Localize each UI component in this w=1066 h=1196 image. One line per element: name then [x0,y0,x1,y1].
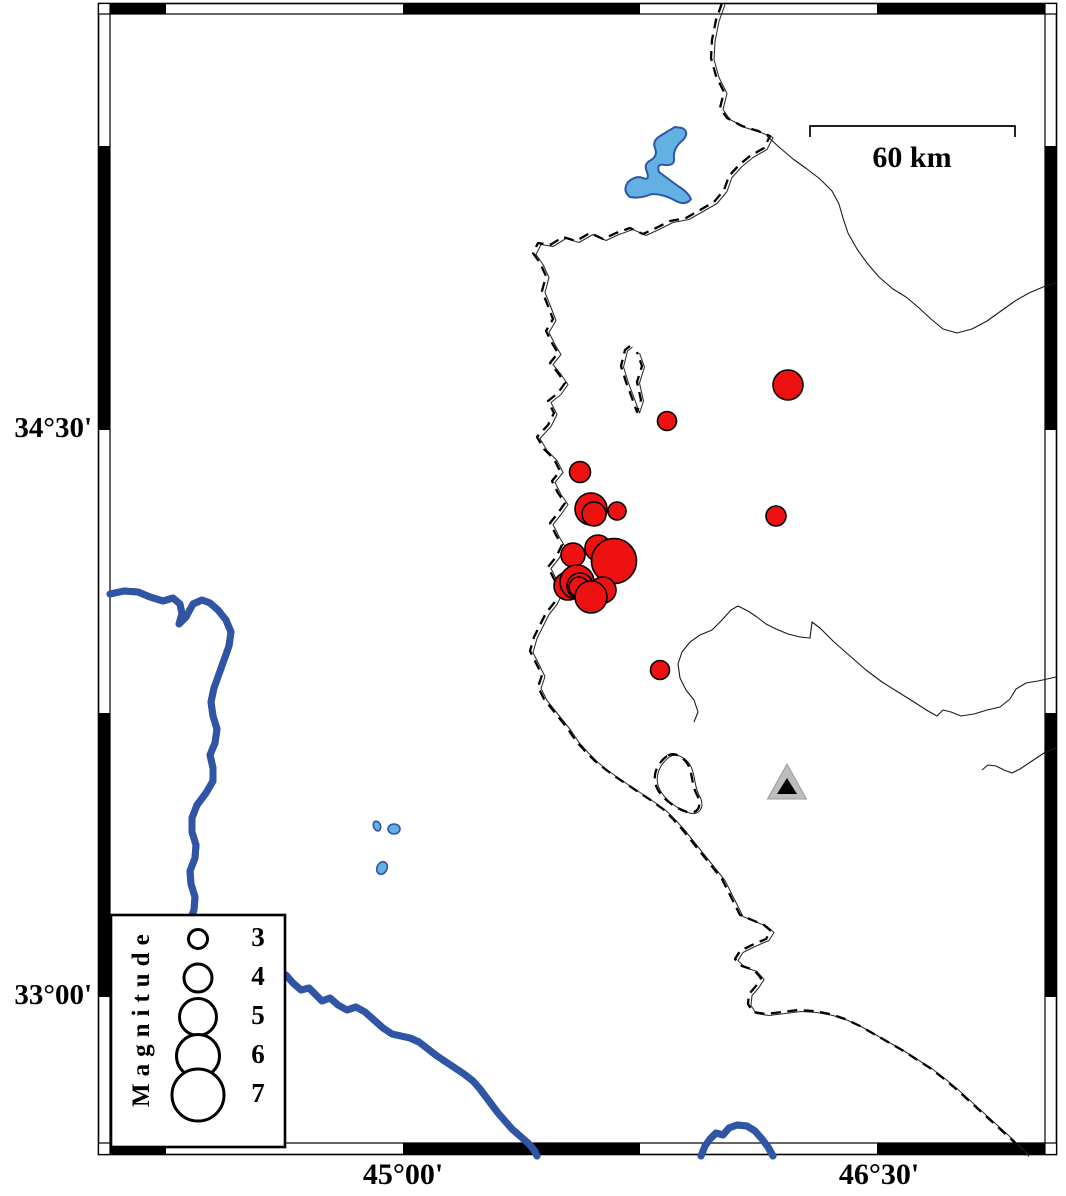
lat-label-33-00: 33°00' [14,979,92,1011]
border-pocket-line [656,754,703,815]
lon-label-45-00: 45°00' [362,1158,444,1191]
magnitude-legend [109,913,287,1149]
station-marker [766,762,808,800]
earthquake-marker [649,659,671,681]
legend-circle-m3 [187,928,209,950]
scale-bar-label: 60 km [872,141,952,174]
station-triangle-inner [777,778,797,794]
border-pocket-dashed [653,753,701,814]
earthquake-marker [590,537,638,585]
earthquake-marker [568,460,592,484]
legend-label-m6: 6 [251,1039,265,1069]
legend-title: Magnitude [128,927,155,1107]
scale-bar [809,125,1016,137]
legend-label-m3: 3 [251,922,265,952]
earthquake-marker [656,410,678,432]
road-southeast [981,747,1057,774]
earthquake-marker [765,505,787,527]
earthquake-marker [560,542,586,568]
country-border [528,2,1030,1157]
road-northeast [766,135,1057,334]
legend-label-m5: 5 [251,1000,265,1030]
lat-label-34-30: 34°30' [14,412,92,444]
reservoir-lake [624,126,692,205]
earthquake-marker [581,501,607,527]
lon-label-46-30: 46°30' [838,1158,920,1191]
earthquake-markers [553,369,804,681]
legend-label-m4: 4 [251,961,265,991]
border-salient-dashed [619,345,644,414]
legend-circles [170,928,226,1123]
legend-label-m7: 7 [251,1078,265,1108]
small-ponds [372,820,401,876]
earthquake-marker [772,369,804,401]
earthquake-marker [607,501,627,521]
border-dashed-line [528,2,1027,1156]
river-south-fill [701,1125,773,1156]
border-salient-line [622,346,646,414]
legend-circle-m7 [170,1067,226,1123]
legend-circle-m4 [182,962,214,994]
earthquake-marker [574,580,608,614]
legend-circle-m5 [178,997,218,1037]
road-lines [677,135,1057,774]
map-frame [97,2,1058,1156]
road-central-east [677,605,1057,723]
